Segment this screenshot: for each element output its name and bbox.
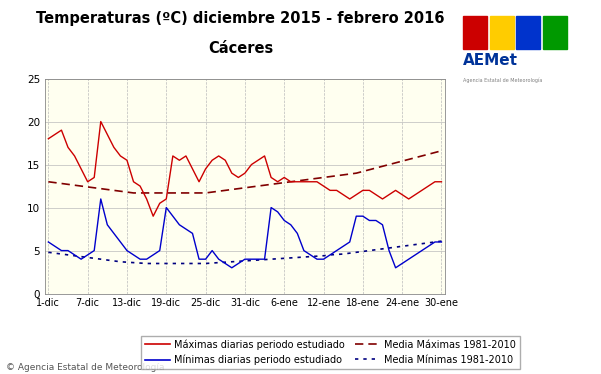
Text: AEMet: AEMet (463, 53, 519, 68)
Bar (543, 16, 567, 49)
Bar (490, 16, 514, 49)
Text: Cáceres: Cáceres (208, 41, 273, 56)
Bar (516, 16, 540, 49)
Legend: Máximas diarias periodo estudiado, Mínimas diarias periodo estudiado, Media Máxi: Máximas diarias periodo estudiado, Mínim… (141, 335, 520, 369)
Text: Temperaturas (ºC) diciembre 2015 - febrero 2016: Temperaturas (ºC) diciembre 2015 - febre… (36, 11, 445, 26)
Bar (463, 16, 487, 49)
Text: Agencia Estatal de Meteorología: Agencia Estatal de Meteorología (463, 77, 543, 83)
Text: © Agencia Estatal de Meteorología: © Agencia Estatal de Meteorología (6, 363, 165, 372)
